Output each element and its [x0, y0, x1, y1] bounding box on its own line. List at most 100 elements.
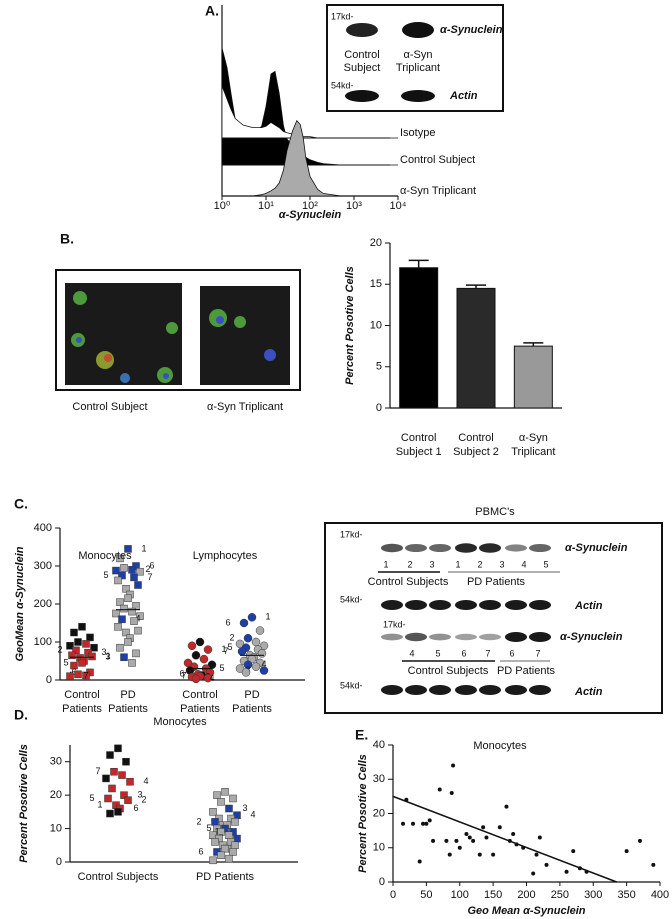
band [529, 632, 551, 642]
x-tick-label: Triplicant [511, 446, 555, 458]
point-label: 7 [181, 671, 186, 681]
point-label: 1 [221, 644, 226, 654]
bands [381, 543, 551, 695]
y-tick-label: 300 [34, 560, 52, 572]
point [187, 641, 197, 651]
point [211, 838, 219, 846]
point-label: 4 [135, 614, 140, 624]
point [66, 672, 74, 680]
group-label: PD Patients [467, 576, 526, 588]
point [108, 784, 116, 793]
point [130, 573, 138, 582]
panel-label: E. [355, 727, 368, 743]
point [417, 859, 422, 864]
lane-label: 5 [435, 648, 440, 658]
point-label: 3 [137, 790, 142, 800]
band-label: Actin [574, 600, 603, 612]
point [237, 647, 247, 656]
point-label: 4 [209, 673, 214, 683]
point [130, 617, 138, 625]
point [454, 838, 459, 843]
point [257, 649, 267, 658]
point [74, 638, 82, 646]
point [203, 673, 213, 683]
band [405, 544, 427, 552]
group-label: Monocytes [78, 550, 132, 562]
point [243, 633, 253, 643]
band [479, 543, 501, 553]
point [128, 566, 136, 574]
point [497, 825, 502, 830]
point [231, 841, 239, 850]
micrograph-caption: Control Subject [72, 401, 147, 413]
point-label: 5 [227, 642, 232, 652]
point [106, 809, 114, 818]
point [118, 771, 126, 779]
x-tick-label: Patients [108, 703, 148, 715]
band [346, 23, 378, 37]
band [381, 633, 403, 641]
y-axis-label: Percent Posotive Cells [18, 744, 30, 863]
x-tick-label: PD [244, 689, 259, 701]
point [624, 849, 629, 854]
band-label: Actin [449, 90, 478, 102]
point [225, 804, 233, 813]
x-tick-label: Subject 2 [453, 446, 499, 458]
point [88, 652, 96, 661]
bar [513, 345, 553, 409]
point-label: 3 [101, 647, 106, 657]
point [213, 791, 221, 799]
band-label: α-Synuclein [565, 542, 628, 554]
point-label: 5 [219, 663, 224, 673]
bar [456, 287, 496, 409]
band [405, 632, 427, 642]
point [421, 821, 426, 826]
point [571, 849, 576, 854]
y-tick-label: 10 [50, 822, 62, 834]
x-tick-label: 10¹ [258, 200, 274, 212]
point [195, 637, 205, 647]
histogram-area [222, 119, 398, 197]
chart-title: Monocytes [153, 716, 207, 728]
band [529, 685, 551, 695]
point [534, 852, 539, 857]
blot-marker: 54kd- [340, 680, 363, 690]
bar [399, 267, 439, 409]
y-tick-label: 20 [370, 237, 382, 249]
point [531, 871, 536, 876]
point [241, 668, 251, 677]
point-label: 6 [179, 669, 184, 679]
band [505, 544, 527, 552]
point [118, 571, 126, 580]
band [401, 90, 435, 102]
point-label: 4 [250, 810, 255, 820]
point [114, 623, 122, 631]
band [429, 685, 451, 695]
point [116, 554, 124, 563]
y-tick-label: 100 [34, 636, 52, 648]
point [504, 804, 509, 809]
point [122, 585, 130, 593]
blot-frame [324, 522, 663, 714]
legend-label: Control Subject [400, 154, 475, 166]
y-tick-label: 0 [56, 856, 62, 868]
point [203, 645, 213, 654]
point [116, 643, 124, 652]
point [247, 613, 257, 622]
point-label: 5 [206, 823, 211, 833]
lane-label: 2 [407, 559, 412, 569]
x-tick-label: PD [120, 689, 135, 701]
x-tick-label: 350 [617, 889, 635, 901]
lane-label: 2 [477, 559, 482, 569]
x-tick-label: 10² [302, 200, 318, 212]
point [217, 851, 225, 860]
band [402, 22, 434, 38]
point [481, 825, 486, 830]
band [429, 633, 451, 641]
point [72, 646, 80, 655]
y-tick-label: 40 [373, 739, 385, 751]
point-label: 1 [214, 826, 219, 836]
point-label: 2 [196, 816, 201, 826]
point [484, 835, 489, 840]
point [564, 869, 569, 874]
